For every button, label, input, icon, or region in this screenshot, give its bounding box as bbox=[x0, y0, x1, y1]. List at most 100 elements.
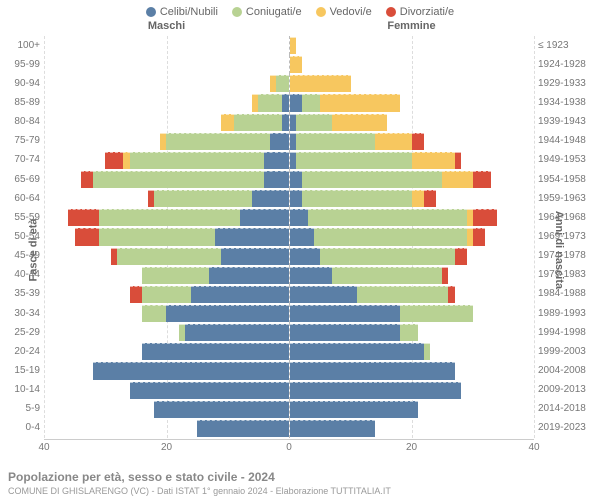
bar-segment-divorziati bbox=[473, 209, 497, 226]
bar-segment-celibi bbox=[290, 362, 455, 379]
bar-segment-divorziati bbox=[130, 286, 142, 303]
male-half bbox=[44, 93, 289, 112]
pyramid-row: 85-891934-1938 bbox=[44, 93, 534, 112]
legend-swatch bbox=[316, 7, 326, 17]
bar-segment-celibi bbox=[290, 267, 333, 284]
age-label: 35-39 bbox=[0, 289, 40, 299]
male-half bbox=[44, 285, 289, 304]
birth-year-label: 1954-1958 bbox=[538, 175, 600, 185]
bar bbox=[154, 400, 288, 419]
bar bbox=[290, 208, 498, 227]
bar-segment-coniugati bbox=[314, 228, 467, 245]
pyramid-row: 95-991924-1928 bbox=[44, 55, 534, 74]
chart-title: Popolazione per età, sesso e stato civil… bbox=[8, 470, 592, 484]
male-half bbox=[44, 189, 289, 208]
bar bbox=[290, 304, 473, 323]
bar bbox=[252, 93, 289, 112]
bar-segment-celibi bbox=[290, 228, 314, 245]
male-half bbox=[44, 361, 289, 380]
male-half bbox=[44, 113, 289, 132]
bar bbox=[148, 189, 289, 208]
male-half bbox=[44, 55, 289, 74]
bar-segment-coniugati bbox=[400, 324, 418, 341]
birth-year-label: 1939-1943 bbox=[538, 117, 600, 127]
bar-segment-celibi bbox=[290, 94, 302, 111]
bar bbox=[130, 381, 289, 400]
bar-segment-divorziati bbox=[473, 171, 491, 188]
legend-item: Coniugati/e bbox=[232, 6, 302, 18]
birth-year-label: 2009-2013 bbox=[538, 385, 600, 395]
legend-swatch bbox=[146, 7, 156, 17]
age-label: 55-59 bbox=[0, 213, 40, 223]
bar-segment-divorziati bbox=[412, 133, 424, 150]
bar-segment-coniugati bbox=[296, 152, 412, 169]
male-half bbox=[44, 74, 289, 93]
bar-segment-celibi bbox=[264, 171, 288, 188]
bar-segment-celibi bbox=[290, 209, 308, 226]
birth-year-label: 1944-1948 bbox=[538, 136, 600, 146]
male-half bbox=[44, 208, 289, 227]
bar-segment-coniugati bbox=[296, 114, 333, 131]
x-tick: 40 bbox=[528, 442, 539, 453]
bar-segment-celibi bbox=[290, 248, 321, 265]
bar-segment-celibi bbox=[252, 190, 289, 207]
age-label: 65-69 bbox=[0, 175, 40, 185]
bar-segment-vedovi bbox=[221, 114, 233, 131]
bar-segment-vedovi bbox=[290, 37, 296, 54]
bar-segment-divorziati bbox=[448, 286, 454, 303]
bar-segment-celibi bbox=[290, 382, 461, 399]
bar-segment-celibi bbox=[290, 343, 424, 360]
bar-segment-celibi bbox=[221, 248, 288, 265]
bar-segment-celibi bbox=[290, 305, 400, 322]
pyramid-row: 90-941929-1933 bbox=[44, 74, 534, 93]
female-half bbox=[289, 304, 535, 323]
bar bbox=[290, 342, 431, 361]
bar-segment-coniugati bbox=[93, 171, 264, 188]
male-half bbox=[44, 132, 289, 151]
x-tick: 20 bbox=[406, 442, 417, 453]
bar bbox=[142, 342, 289, 361]
bar bbox=[290, 361, 455, 380]
birth-year-label: 1959-1963 bbox=[538, 194, 600, 204]
bar bbox=[290, 93, 400, 112]
pyramid-row: 0-42019-2023 bbox=[44, 419, 534, 438]
bar-segment-coniugati bbox=[130, 152, 264, 169]
bar bbox=[290, 247, 467, 266]
bar-segment-celibi bbox=[270, 133, 288, 150]
legend-item: Divorziati/e bbox=[386, 6, 454, 18]
age-label: 70-74 bbox=[0, 155, 40, 165]
pyramid-row: 40-441979-1983 bbox=[44, 266, 534, 285]
x-tick: 40 bbox=[38, 442, 49, 453]
age-label: 95-99 bbox=[0, 60, 40, 70]
bar-segment-celibi bbox=[93, 362, 289, 379]
x-tick: 0 bbox=[286, 442, 292, 453]
pyramid-row: 20-241999-2003 bbox=[44, 342, 534, 361]
age-label: 5-9 bbox=[0, 404, 40, 414]
female-half bbox=[289, 132, 535, 151]
age-label: 10-14 bbox=[0, 385, 40, 395]
age-label: 100+ bbox=[0, 41, 40, 51]
bar-segment-coniugati bbox=[296, 133, 375, 150]
female-half bbox=[289, 170, 535, 189]
bar-segment-coniugati bbox=[302, 190, 412, 207]
female-half bbox=[289, 74, 535, 93]
birth-year-label: 1999-2003 bbox=[538, 347, 600, 357]
female-half bbox=[289, 361, 535, 380]
pyramid-chart: 100+≤ 192395-991924-192890-941929-193385… bbox=[44, 36, 534, 438]
bar bbox=[270, 74, 288, 93]
bar bbox=[290, 381, 461, 400]
bar-segment-coniugati bbox=[142, 286, 191, 303]
birth-year-label: 1979-1983 bbox=[538, 270, 600, 280]
bar-segment-coniugati bbox=[117, 248, 221, 265]
birth-year-label: 1929-1933 bbox=[538, 79, 600, 89]
pyramid-row: 55-591964-1968 bbox=[44, 208, 534, 227]
pyramid-row: 10-142009-2013 bbox=[44, 381, 534, 400]
bar-segment-coniugati bbox=[400, 305, 473, 322]
male-half bbox=[44, 247, 289, 266]
bar-segment-coniugati bbox=[320, 248, 454, 265]
birth-year-label: 2004-2008 bbox=[538, 366, 600, 376]
birth-year-label: 1964-1968 bbox=[538, 213, 600, 223]
bar bbox=[81, 170, 289, 189]
male-half bbox=[44, 342, 289, 361]
legend-label: Divorziati/e bbox=[400, 6, 454, 18]
